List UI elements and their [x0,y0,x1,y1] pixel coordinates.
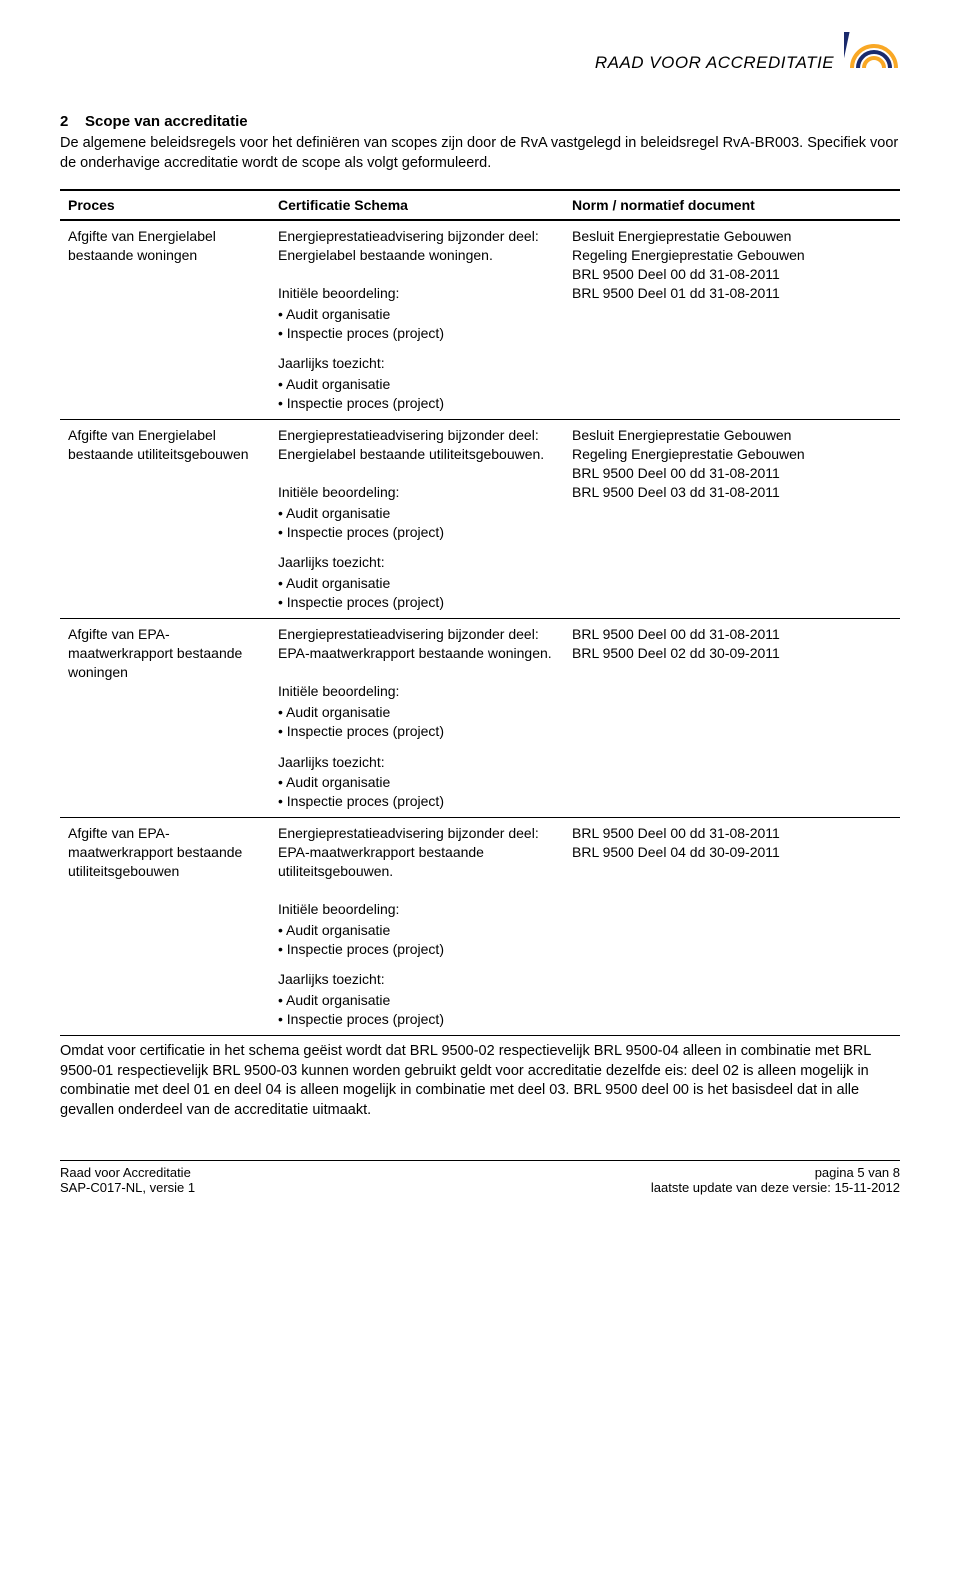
proces-cell: Afgifte van EPA-maatwerkrapport bestaand… [60,619,270,747]
footer-left-1: Raad voor Accreditatie [60,1165,195,1180]
section-number: 2 [60,113,68,130]
section-title-text: Scope van accreditatie [85,113,248,130]
jaarlijks-cell: Jaarlijks toezicht:Audit organisatieInsp… [270,964,564,1035]
section-intro: De algemene beleidsregels voor het defin… [60,134,900,173]
th-proces: Proces [60,190,270,220]
header-logo: RAAD VOOR ACCREDITATIE [60,30,900,73]
logo-text: RAAD VOOR ACCREDITATIE [595,53,834,72]
th-norm: Norm / normatief document [564,190,900,220]
scope-table: Proces Certificatie Schema Norm / normat… [60,189,900,1036]
th-schema: Certificatie Schema [270,190,564,220]
proces-cell: Afgifte van Energielabel bestaande utili… [60,420,270,548]
schema-cell: Energieprestatieadvisering bijzonder dee… [270,818,564,965]
schema-cell: Energieprestatieadvisering bijzonder dee… [270,220,564,348]
norm-cell: BRL 9500 Deel 00 dd 31-08-2011BRL 9500 D… [564,619,900,747]
section-heading: 2 Scope van accreditatie [60,113,900,130]
jaarlijks-cell: Jaarlijks toezicht:Audit organisatieInsp… [270,747,564,818]
jaarlijks-cell: Jaarlijks toezicht:Audit organisatieInsp… [270,348,564,419]
norm-cell: Besluit Energieprestatie GebouwenRegelin… [564,220,900,348]
schema-cell: Energieprestatieadvisering bijzonder dee… [270,420,564,548]
schema-cell: Energieprestatieadvisering bijzonder dee… [270,619,564,747]
norm-cell: Besluit Energieprestatie GebouwenRegelin… [564,420,900,548]
footer-right-2: laatste update van deze versie: 15-11-20… [651,1180,900,1195]
footer-left-2: SAP-C017-NL, versie 1 [60,1180,195,1195]
logo-arc-icon [844,30,900,73]
proces-cell: Afgifte van EPA-maatwerkrapport bestaand… [60,818,270,965]
norm-cell: BRL 9500 Deel 00 dd 31-08-2011BRL 9500 D… [564,818,900,965]
closing-paragraph: Omdat voor certificatie in het schema ge… [60,1042,900,1120]
proces-cell: Afgifte van Energielabel bestaande wonin… [60,220,270,348]
jaarlijks-cell: Jaarlijks toezicht:Audit organisatieInsp… [270,547,564,618]
page-footer: Raad voor Accreditatie SAP-C017-NL, vers… [60,1160,900,1195]
footer-right-1: pagina 5 van 8 [651,1165,900,1180]
